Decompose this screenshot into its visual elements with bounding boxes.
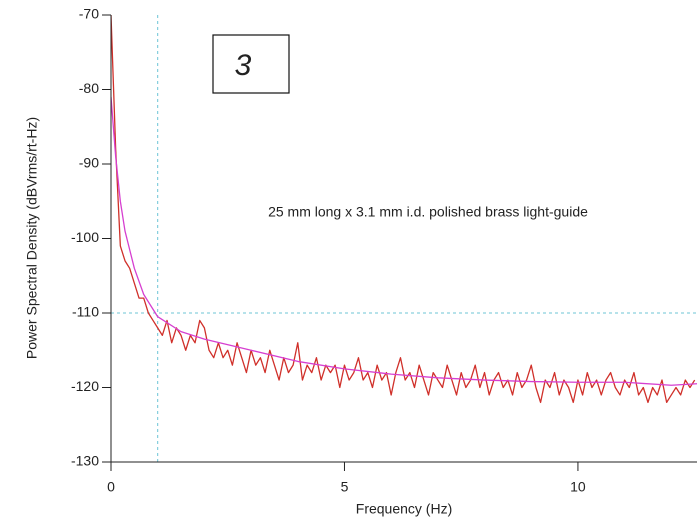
y-tick-label: -110 [72,304,99,320]
y-tick-label: -100 [71,229,99,245]
y-tick-label: -70 [79,6,99,22]
series-line [111,96,697,386]
annotation: 25 mm long x 3.1 mm i.d. polished brass … [268,204,588,220]
y-tick-label: -120 [71,378,99,394]
panel-box [212,34,290,94]
x-tick-label: 10 [570,479,586,495]
panel-label: 3 [235,49,252,82]
y-tick-label: -80 [79,80,99,96]
x-axis-title: Frequency (Hz) [356,501,452,517]
y-tick-label: -130 [71,453,99,469]
x-tick-label: 0 [107,479,115,495]
x-tick-label: 5 [341,479,349,495]
y-axis-title: Power Spectral Density (dBVrms/rt-Hz) [24,117,40,359]
y-tick-label: -90 [79,155,99,171]
